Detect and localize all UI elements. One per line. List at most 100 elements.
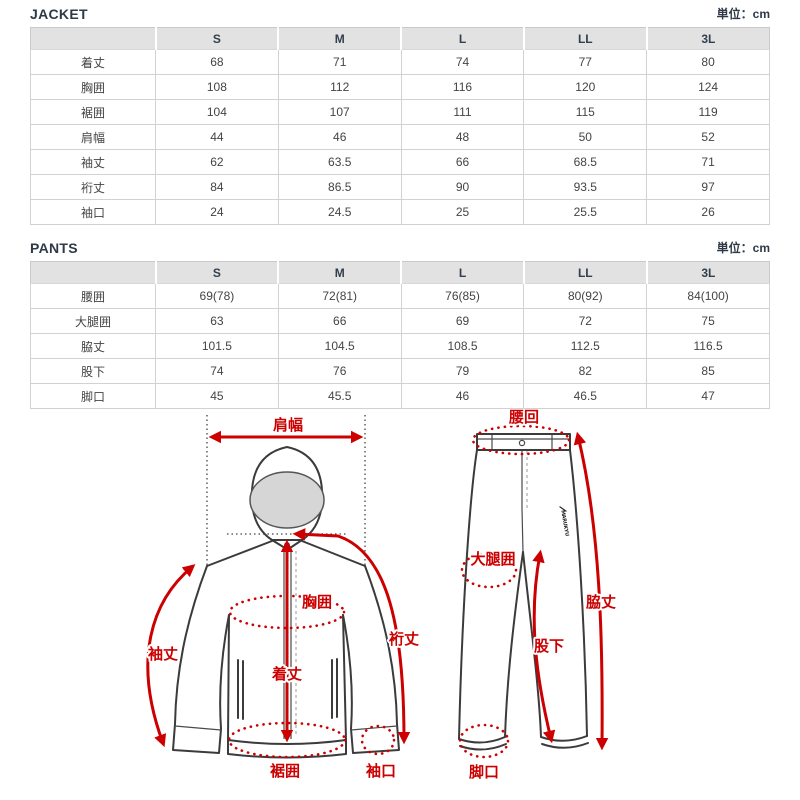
size-cell: 24.5	[277, 199, 402, 225]
measurement-diagram: 肩幅 袖丈 裄丈 着丈 胸囲 裾囲 袖口	[146, 409, 618, 783]
size-cell: 124	[646, 74, 770, 100]
row-label: 着丈	[30, 49, 156, 75]
size-cell: 71	[646, 149, 770, 175]
size-cell: 46	[277, 124, 402, 150]
size-cell: 63.5	[277, 149, 402, 175]
size-cell: 72	[523, 308, 648, 334]
pants-annotations: 腰回 大腿囲 股下 脇丈 脚口	[458, 409, 618, 783]
size-cell: 24	[155, 199, 279, 225]
size-cell: 82	[523, 358, 648, 384]
left-cuff-band	[174, 725, 222, 731]
right-pocket	[331, 658, 338, 719]
left-leg-hem	[458, 736, 507, 751]
chest-ellipse	[228, 594, 346, 630]
left-leg-outer	[458, 449, 478, 740]
size-cell: 84	[155, 174, 279, 200]
table-row: 着丈 68 71 74 77 80	[30, 49, 770, 75]
size-cell: 115	[523, 99, 648, 125]
table-row: 袖口 24 24.5 25 25.5 26	[30, 199, 770, 225]
leg-opening-label: 脚口	[469, 764, 499, 781]
table-row: 脚口 45 45.5 46 46.5 47	[30, 383, 770, 409]
brand-logo: MARUKYU	[559, 506, 570, 537]
size-cell: 50	[523, 124, 648, 150]
row-label: 大腿囲	[30, 308, 156, 334]
table-row: 股下 74 76 79 82 85	[30, 358, 770, 384]
size-cell: 90	[400, 174, 525, 200]
size-cell: 66	[400, 149, 525, 175]
size-cell: 66	[277, 308, 402, 334]
table-row: 肩幅 44 46 48 50 52	[30, 124, 770, 150]
pants-col-header: S	[154, 261, 279, 284]
waistband	[476, 433, 571, 451]
size-cell: 62	[155, 149, 279, 175]
yuki-length-arrow	[292, 528, 411, 745]
table-row: 大腿囲 63 66 69 72 75	[30, 308, 770, 334]
size-cell: 25.5	[523, 199, 648, 225]
row-label: 腰囲	[30, 283, 156, 309]
size-cell: 119	[646, 99, 770, 125]
jacket-col-header: S	[154, 27, 279, 50]
right-leg-hem	[540, 735, 589, 749]
row-label: 袖丈	[30, 149, 156, 175]
body-length-label: 着丈	[271, 665, 302, 683]
pants-header-row: S M L LL 3L	[30, 261, 770, 284]
size-cell: 76	[277, 358, 402, 384]
size-cell: 26	[646, 199, 770, 225]
waist-ellipse	[471, 424, 571, 456]
size-cell: 80(92)	[523, 283, 648, 309]
inseam-arrow	[532, 549, 556, 744]
size-cell: 75	[646, 308, 770, 334]
fly-line	[521, 451, 524, 553]
left-leg-inner	[504, 551, 524, 738]
jacket-col-header: L	[400, 27, 524, 50]
thigh-ellipse	[460, 551, 518, 589]
size-cell: 48	[400, 124, 525, 150]
hem-band	[227, 739, 347, 759]
size-cell: 107	[277, 99, 402, 125]
size-cell: 112.5	[523, 333, 648, 359]
left-sleeve	[172, 565, 230, 754]
cuff-label: 袖口	[366, 762, 396, 780]
table-row: 胸囲 108 112 116 120 124	[30, 74, 770, 100]
row-label: 裄丈	[30, 174, 156, 200]
pants-section-header: PANTS 単位：cm	[30, 225, 770, 256]
waist-label: 腰回	[508, 409, 539, 426]
right-sleeve	[342, 565, 400, 754]
size-cell: 46.5	[523, 383, 648, 409]
size-cell: 77	[523, 49, 648, 75]
pants-unit-label: 単位：cm	[716, 241, 770, 255]
pants-drawing: MARUKYU	[458, 433, 589, 751]
pants-col-header: LL	[522, 261, 647, 284]
brand-logo-text: MARUKYU	[559, 510, 570, 537]
jacket-size-table: S M L LL 3L 着丈 68 71 74 77 80 胸囲	[30, 27, 770, 225]
size-cell: 80	[646, 49, 770, 75]
size-cell: 69	[400, 308, 525, 334]
side-length-arrow	[573, 431, 609, 751]
size-cell: 44	[155, 124, 279, 150]
cuff-ellipse	[360, 724, 396, 756]
waist-button	[518, 439, 526, 447]
table-row: 裾囲 104 107 111 115 119	[30, 99, 770, 125]
left-pocket	[237, 659, 244, 720]
size-cell: 104	[155, 99, 279, 125]
size-cell: 69(78)	[155, 283, 279, 309]
table-row: 腰囲 69(78) 72(81) 76(85) 80(92) 84(100)	[30, 283, 770, 309]
pants-col-header: 3L	[645, 261, 770, 284]
row-label: 脇丈	[30, 333, 156, 359]
hood-opening	[249, 471, 325, 529]
jacket-section-header: JACKET 単位：cm	[30, 0, 770, 22]
chest-label: 胸囲	[302, 593, 332, 611]
leg-opening-ellipse	[458, 723, 510, 759]
row-label: 股下	[30, 358, 156, 384]
size-cell: 97	[646, 174, 770, 200]
row-label: 肩幅	[30, 124, 156, 150]
table-row: 裄丈 84 86.5 90 93.5 97	[30, 174, 770, 200]
size-cell: 72(81)	[277, 283, 402, 309]
row-label: 脚口	[30, 383, 156, 409]
size-cell: 76(85)	[400, 283, 525, 309]
table-row: 脇丈 101.5 104.5 108.5 112.5 116.5	[30, 333, 770, 359]
size-cell: 46	[400, 383, 525, 409]
size-cell: 86.5	[277, 174, 402, 200]
size-cell: 68	[155, 49, 279, 75]
